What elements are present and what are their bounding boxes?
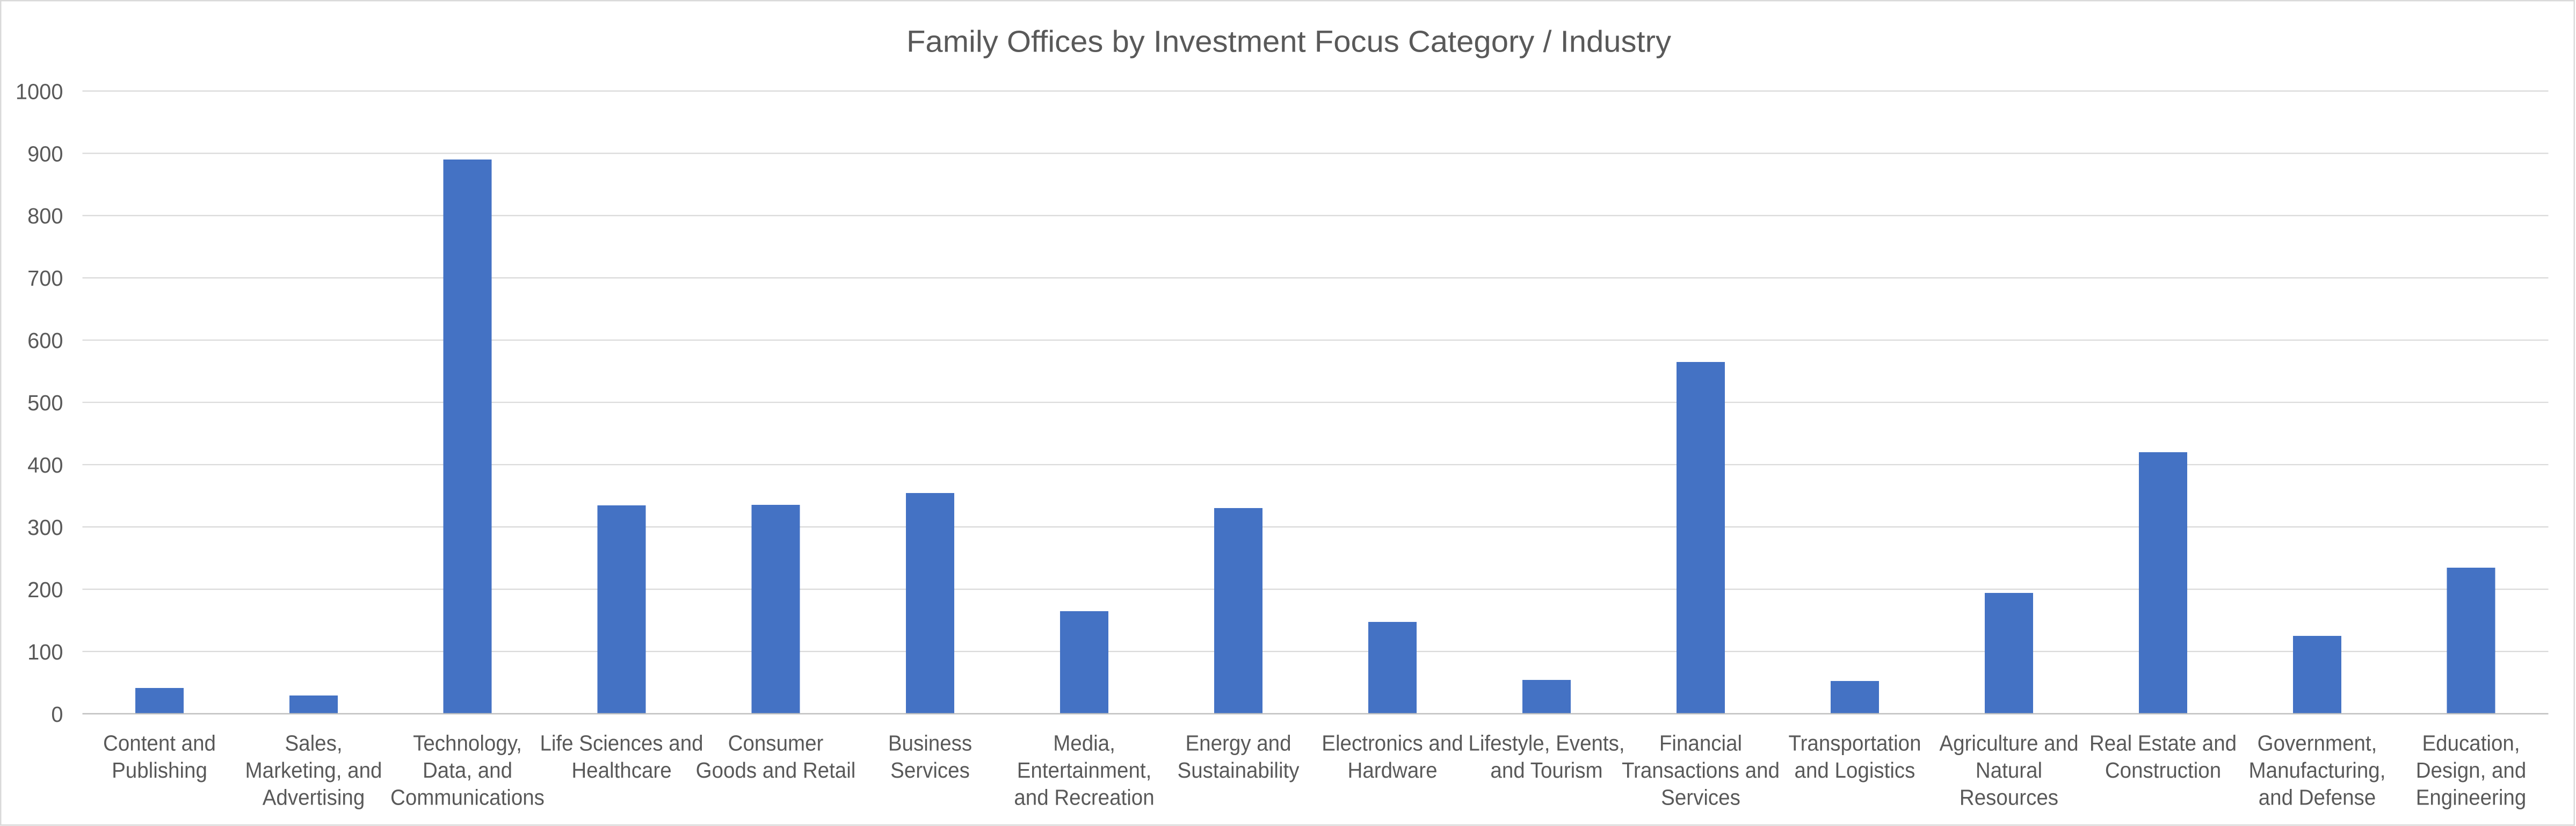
svg-text:Business: Business: [888, 730, 972, 755]
svg-text:Sales,: Sales,: [285, 730, 342, 755]
svg-text:Entertainment,: Entertainment,: [1017, 758, 1152, 782]
svg-text:and Recreation: and Recreation: [1014, 785, 1154, 809]
svg-text:Energy and: Energy and: [1185, 730, 1291, 755]
svg-text:and Tourism: and Tourism: [1490, 758, 1602, 782]
svg-text:600: 600: [27, 328, 63, 353]
svg-text:1000: 1000: [16, 79, 63, 104]
svg-text:Financial: Financial: [1659, 730, 1742, 755]
svg-text:Design, and: Design, and: [2416, 758, 2527, 782]
svg-text:Electronics and: Electronics and: [1322, 730, 1463, 755]
svg-text:Real Estate and: Real Estate and: [2089, 730, 2237, 755]
svg-text:Data, and: Data, and: [423, 758, 512, 782]
svg-text:700: 700: [27, 266, 63, 291]
svg-text:Sustainability: Sustainability: [1178, 758, 1300, 782]
svg-text:100: 100: [27, 640, 63, 664]
svg-text:900: 900: [27, 141, 63, 166]
svg-text:Resources: Resources: [1960, 785, 2058, 809]
svg-text:Family Offices by Investment F: Family Offices by Investment Focus Categ…: [906, 25, 1672, 59]
svg-text:Content and: Content and: [103, 730, 216, 755]
svg-text:300: 300: [27, 515, 63, 540]
svg-text:Hardware: Hardware: [1348, 758, 1438, 782]
svg-text:400: 400: [27, 453, 63, 477]
svg-text:Transportation: Transportation: [1789, 730, 1921, 755]
svg-text:Advertising: Advertising: [263, 785, 365, 809]
svg-text:Life Sciences and: Life Sciences and: [540, 730, 703, 755]
svg-text:Services: Services: [890, 758, 970, 782]
svg-text:Services: Services: [1661, 785, 1740, 809]
svg-text:Healthcare: Healthcare: [571, 758, 671, 782]
svg-text:Technology,: Technology,: [413, 730, 522, 755]
svg-text:500: 500: [27, 390, 63, 415]
svg-text:Lifestyle, Events,: Lifestyle, Events,: [1468, 730, 1624, 755]
svg-text:0: 0: [51, 702, 63, 727]
svg-text:Transactions and: Transactions and: [1622, 758, 1780, 782]
svg-text:Engineering: Engineering: [2416, 785, 2527, 809]
svg-text:Goods and Retail: Goods and Retail: [696, 758, 856, 782]
svg-text:Natural: Natural: [1976, 758, 2042, 782]
svg-text:Manufacturing,: Manufacturing,: [2249, 758, 2386, 782]
svg-text:and Defense: and Defense: [2259, 785, 2376, 809]
svg-text:Communications: Communications: [390, 785, 545, 809]
svg-text:Consumer: Consumer: [728, 730, 824, 755]
svg-text:200: 200: [27, 577, 63, 602]
svg-text:800: 800: [27, 204, 63, 228]
svg-text:Education,: Education,: [2422, 730, 2520, 755]
svg-text:Government,: Government,: [2258, 730, 2377, 755]
svg-text:Marketing, and: Marketing, and: [245, 758, 382, 782]
svg-text:Media,: Media,: [1053, 730, 1115, 755]
svg-text:Publishing: Publishing: [112, 758, 207, 782]
svg-text:Construction: Construction: [2105, 758, 2221, 782]
svg-text:Agriculture and: Agriculture and: [1939, 730, 2078, 755]
svg-text:and Logistics: and Logistics: [1795, 758, 1915, 782]
